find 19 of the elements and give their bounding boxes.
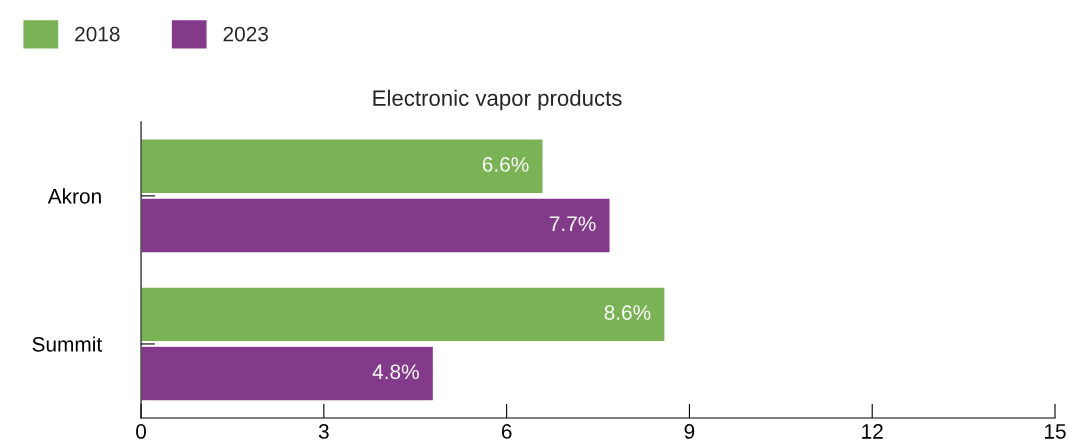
data-label: 8.6%	[604, 305, 651, 320]
data-label: 4.8%	[372, 364, 419, 380]
bar	[141, 286, 666, 343]
bar	[141, 197, 611, 254]
data-label: 6.6%	[482, 157, 529, 172]
chart-title: Electronic vapor products	[373, 89, 622, 111]
x-tick-label: 0	[136, 424, 147, 439]
x-tick-label: 9	[684, 424, 695, 439]
x-tick-label: 12	[862, 424, 883, 439]
legend-label: 2018	[75, 26, 120, 42]
data-label: 7.7%	[549, 216, 596, 232]
x-tick-label: 15	[1045, 424, 1066, 439]
y-tick-label: Akron	[47, 188, 101, 204]
bar	[141, 345, 435, 402]
legend-label: 2023	[223, 26, 268, 42]
y-tick-label: Summit	[32, 336, 102, 352]
x-tick-label: 6	[501, 424, 512, 439]
bar	[141, 138, 544, 195]
x-tick-label: 3	[318, 424, 329, 439]
